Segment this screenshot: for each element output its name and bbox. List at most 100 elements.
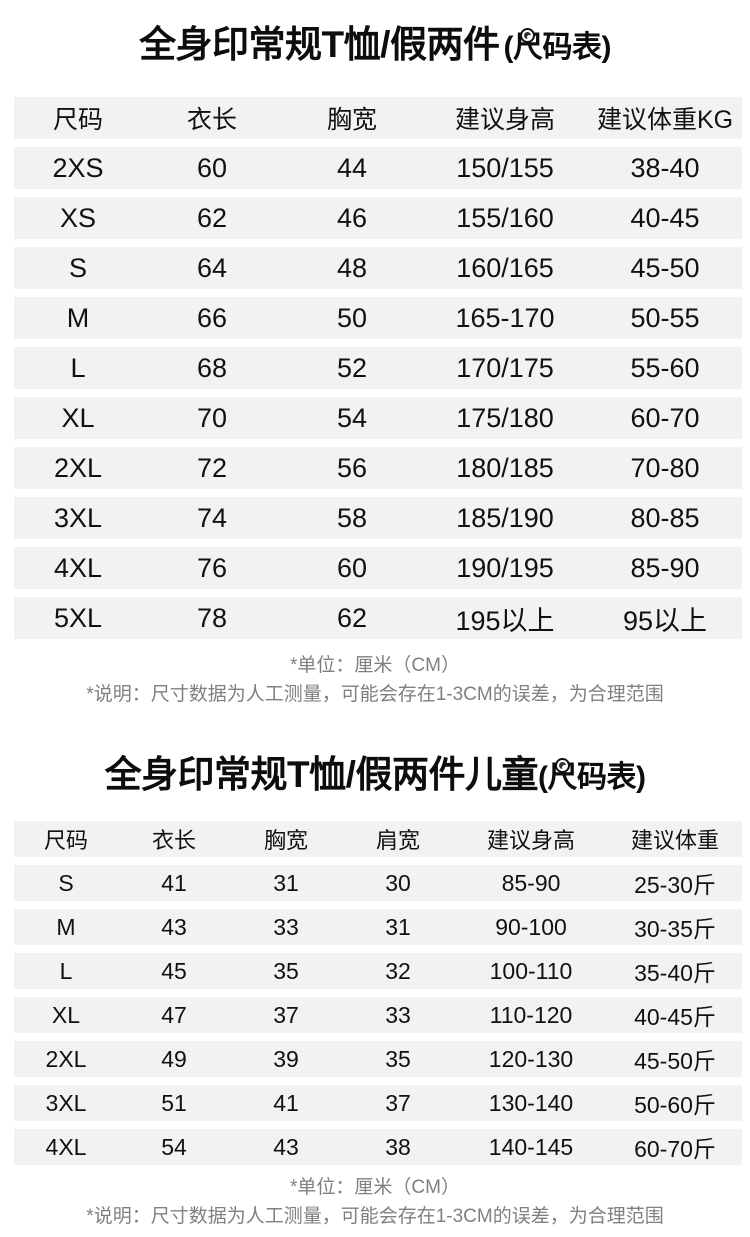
cell-chest: 50 <box>282 297 422 339</box>
table-row: L 45 35 32 100-110 35-40斤 <box>14 953 742 989</box>
column-header-size: 尺码 <box>14 821 118 857</box>
cell-size: M <box>14 297 142 339</box>
cell-chest: 44 <box>282 147 422 189</box>
row-gap <box>14 539 742 547</box>
cell-height: 100-110 <box>454 953 608 989</box>
cell-size: 2XL <box>14 447 142 489</box>
cell-size: XL <box>14 997 118 1033</box>
cell-height: 175/180 <box>422 397 588 439</box>
column-header-height: 建议身高 <box>422 97 588 139</box>
note-unit: *单位：厘米（CM） <box>290 655 460 676</box>
cell-chest: 54 <box>282 397 422 439</box>
cell-size: L <box>14 953 118 989</box>
cell-length: 66 <box>142 297 282 339</box>
watermark-stamp-icon <box>554 758 570 773</box>
cell-chest: 62 <box>282 597 422 639</box>
cell-weight: 85-90 <box>588 547 742 589</box>
cell-length: 68 <box>142 347 282 389</box>
row-gap <box>14 989 742 997</box>
column-header-chest: 胸宽 <box>282 97 422 139</box>
cell-shoulder: 30 <box>342 865 454 901</box>
cell-weight: 38-40 <box>588 147 742 189</box>
cell-size: 2XS <box>14 147 142 189</box>
page-title-adult: 全身印常规T恤/假两件 (尺码表) <box>0 26 750 63</box>
table-row: XL 70 54 175/180 60-70 <box>14 397 742 439</box>
cell-height: 160/165 <box>422 247 588 289</box>
cell-shoulder: 37 <box>342 1085 454 1121</box>
table-row: XL 47 37 33 110-120 40-45斤 <box>14 997 742 1033</box>
cell-weight: 95以上 <box>588 597 742 639</box>
cell-chest: 56 <box>282 447 422 489</box>
cell-height: 190/195 <box>422 547 588 589</box>
cell-size: S <box>14 865 118 901</box>
cell-chest: 58 <box>282 497 422 539</box>
cell-height: 165-170 <box>422 297 588 339</box>
column-header-weight: 建议体重KG <box>588 97 742 139</box>
cell-weight: 60-70 <box>588 397 742 439</box>
row-gap <box>14 1077 742 1085</box>
cell-length: 54 <box>118 1129 230 1165</box>
cell-height: 155/160 <box>422 197 588 239</box>
column-header-height: 建议身高 <box>454 821 608 857</box>
cell-weight: 35-40斤 <box>608 953 742 989</box>
cell-chest: 35 <box>230 953 342 989</box>
cell-length: 74 <box>142 497 282 539</box>
page-title-kids: 全身印常规T恤/假两件儿童(尺码表) <box>0 756 750 793</box>
table-row: XS 62 46 155/160 40-45 <box>14 197 742 239</box>
cell-size: 4XL <box>14 547 142 589</box>
cell-length: 45 <box>118 953 230 989</box>
cell-weight: 60-70斤 <box>608 1129 742 1165</box>
cell-chest: 39 <box>230 1041 342 1077</box>
row-gap <box>14 1033 742 1041</box>
column-header-length: 衣长 <box>142 97 282 139</box>
cell-weight: 30-35斤 <box>608 909 742 945</box>
row-gap <box>14 389 742 397</box>
column-header-shoulder: 肩宽 <box>342 821 454 857</box>
note-description: *说明：尺寸数据为人工测量，可能会存在1-3CM的误差，为合理范围 <box>86 684 664 705</box>
row-gap <box>14 439 742 447</box>
cell-chest: 52 <box>282 347 422 389</box>
cell-length: 64 <box>142 247 282 289</box>
cell-height: 110-120 <box>454 997 608 1033</box>
column-header-size: 尺码 <box>14 97 142 139</box>
cell-height: 195以上 <box>422 597 588 639</box>
note-description: *说明：尺寸数据为人工测量，可能会存在1-3CM的误差，为合理范围 <box>86 1206 664 1227</box>
row-gap <box>14 239 742 247</box>
notes-kids: *单位：厘米（CM） *说明：尺寸数据为人工测量，可能会存在1-3CM的误差，为… <box>0 1174 750 1232</box>
table-row: 2XL 72 56 180/185 70-80 <box>14 447 742 489</box>
cell-weight: 50-55 <box>588 297 742 339</box>
cell-chest: 31 <box>230 865 342 901</box>
cell-size: S <box>14 247 142 289</box>
cell-chest: 33 <box>230 909 342 945</box>
cell-chest: 46 <box>282 197 422 239</box>
cell-weight: 25-30斤 <box>608 865 742 901</box>
cell-size: 5XL <box>14 597 142 639</box>
row-gap <box>14 139 742 147</box>
cell-size: 3XL <box>14 1085 118 1121</box>
cell-shoulder: 33 <box>342 997 454 1033</box>
cell-height: 140-145 <box>454 1129 608 1165</box>
cell-length: 70 <box>142 397 282 439</box>
cell-length: 47 <box>118 997 230 1033</box>
cell-size: M <box>14 909 118 945</box>
cell-weight: 45-50 <box>588 247 742 289</box>
cell-weight: 70-80 <box>588 447 742 489</box>
cell-height: 120-130 <box>454 1041 608 1077</box>
cell-height: 180/185 <box>422 447 588 489</box>
cell-weight: 40-45 <box>588 197 742 239</box>
row-gap <box>14 1121 742 1129</box>
column-header-weight: 建议体重 <box>608 821 742 857</box>
page-title-adult-main: 全身印常规T恤/假两件 <box>139 24 500 65</box>
notes-adult: *单位：厘米（CM） *说明：尺寸数据为人工测量，可能会存在1-3CM的误差，为… <box>0 652 750 710</box>
column-header-length: 衣长 <box>118 821 230 857</box>
cell-size: 2XL <box>14 1041 118 1077</box>
row-gap <box>14 489 742 497</box>
page-title-kids-main: 全身印常规T恤/假两件儿童 <box>104 754 539 795</box>
table-row: M 66 50 165-170 50-55 <box>14 297 742 339</box>
row-gap <box>14 945 742 953</box>
page-title-kids-sub: (尺码表) <box>538 758 646 793</box>
cell-length: 60 <box>142 147 282 189</box>
cell-size: XL <box>14 397 142 439</box>
cell-weight: 55-60 <box>588 347 742 389</box>
